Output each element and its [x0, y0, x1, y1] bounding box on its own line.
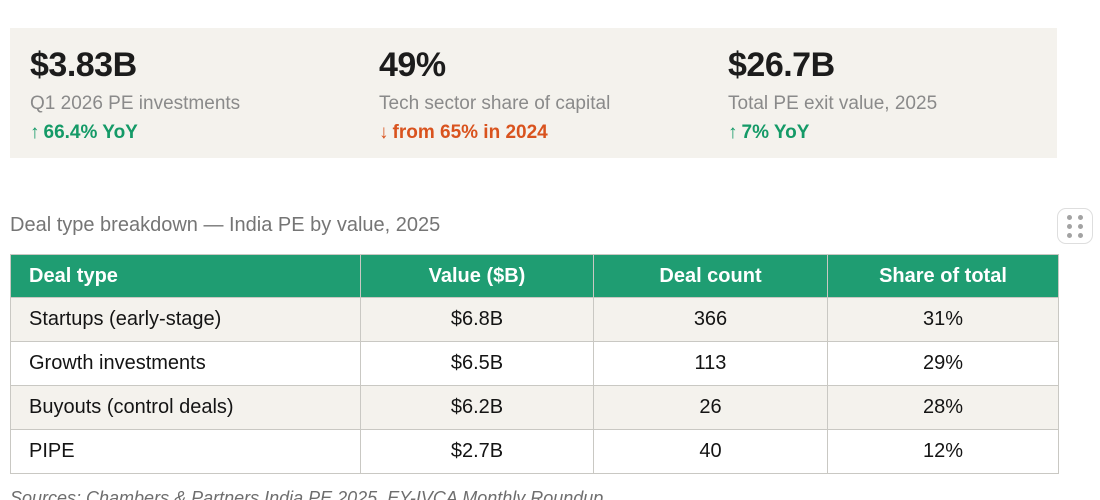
cell-deal-type: Buyouts (control deals)	[10, 385, 361, 430]
cell-deal-count: 366	[593, 297, 828, 342]
table-row: Startups (early-stage) $6.8B 366 31%	[10, 297, 1059, 342]
table-row: Buyouts (control deals) $6.2B 26 28%	[10, 385, 1059, 430]
cell-share: 31%	[827, 297, 1059, 342]
cell-value: $6.5B	[360, 341, 594, 386]
header-cell-deal-type: Deal type	[10, 254, 361, 298]
cell-deal-type: Growth investments	[10, 341, 361, 386]
header-cell-share-of-total: Share of total	[827, 254, 1059, 298]
cell-deal-type: PIPE	[10, 429, 361, 474]
stat-label: Q1 2026 PE investments	[30, 93, 241, 114]
stat-delta: ↑ 66.4% YoY	[30, 122, 359, 144]
stat-card-pe-investments: $3.83B Q1 2026 PE investments ↑ 66.4% YoY	[10, 46, 359, 144]
stat-card-tech-share: 49% Tech sector share of capital ↓ from 6…	[359, 46, 708, 144]
cell-value: $2.7B	[360, 429, 594, 474]
cell-share: 29%	[827, 341, 1059, 386]
cell-share: 28%	[827, 385, 1059, 430]
trend-down-icon: ↓	[379, 122, 389, 143]
cell-value: $6.2B	[360, 385, 594, 430]
stat-label: Total PE exit value, 2025	[728, 93, 938, 114]
cell-value: $6.8B	[360, 297, 594, 342]
cell-share: 12%	[827, 429, 1059, 474]
stat-delta: ↑ 7% YoY	[728, 122, 1057, 144]
table-section-header: Deal type breakdown — India PE by value,…	[10, 208, 1093, 244]
grip-dots-icon	[1078, 223, 1083, 229]
deal-type-table: Deal type Value ($B) Deal count Share of…	[10, 254, 1059, 474]
stat-value: $3.83B	[30, 46, 137, 84]
header-cell-value: Value ($B)	[360, 254, 594, 298]
grip-dots-icon	[1078, 214, 1083, 220]
stat-label: Tech sector share of capital	[379, 93, 611, 114]
stat-value: $26.7B	[728, 46, 835, 84]
kpi-stats-bar: $3.83B Q1 2026 PE investments ↑ 66.4% YoY…	[10, 28, 1057, 158]
stat-card-exit-value: $26.7B Total PE exit value, 2025 ↑ 7% YoY	[708, 46, 1057, 144]
header-cell-deal-count: Deal count	[593, 254, 828, 298]
table-header-row: Deal type Value ($B) Deal count Share of…	[10, 254, 1059, 298]
cell-deal-count: 113	[593, 341, 828, 386]
drag-handle-button[interactable]	[1057, 208, 1093, 244]
section-title: Deal type breakdown — India PE by value,…	[10, 214, 441, 236]
stat-delta-text: 66.4% YoY	[43, 122, 138, 143]
cell-deal-count: 26	[593, 385, 828, 430]
stat-delta-text: 7% YoY	[741, 122, 810, 143]
grip-dots-icon	[1078, 232, 1083, 238]
stat-delta: ↓ from 65% in 2024	[379, 122, 708, 144]
cell-deal-type: Startups (early-stage)	[10, 297, 361, 342]
trend-up-icon: ↑	[30, 122, 40, 143]
stat-delta-text: from 65% in 2024	[392, 122, 548, 143]
cell-deal-count: 40	[593, 429, 828, 474]
grip-dots-icon	[1067, 214, 1072, 220]
sources-footnote: Sources: Chambers & Partners India PE 20…	[10, 488, 604, 500]
table-row: Growth investments $6.5B 113 29%	[10, 341, 1059, 386]
grip-dots-icon	[1067, 232, 1072, 238]
grip-dots-icon	[1067, 223, 1072, 229]
trend-up-icon: ↑	[728, 122, 738, 143]
stat-value: 49%	[379, 46, 446, 84]
table-row: PIPE $2.7B 40 12%	[10, 429, 1059, 474]
